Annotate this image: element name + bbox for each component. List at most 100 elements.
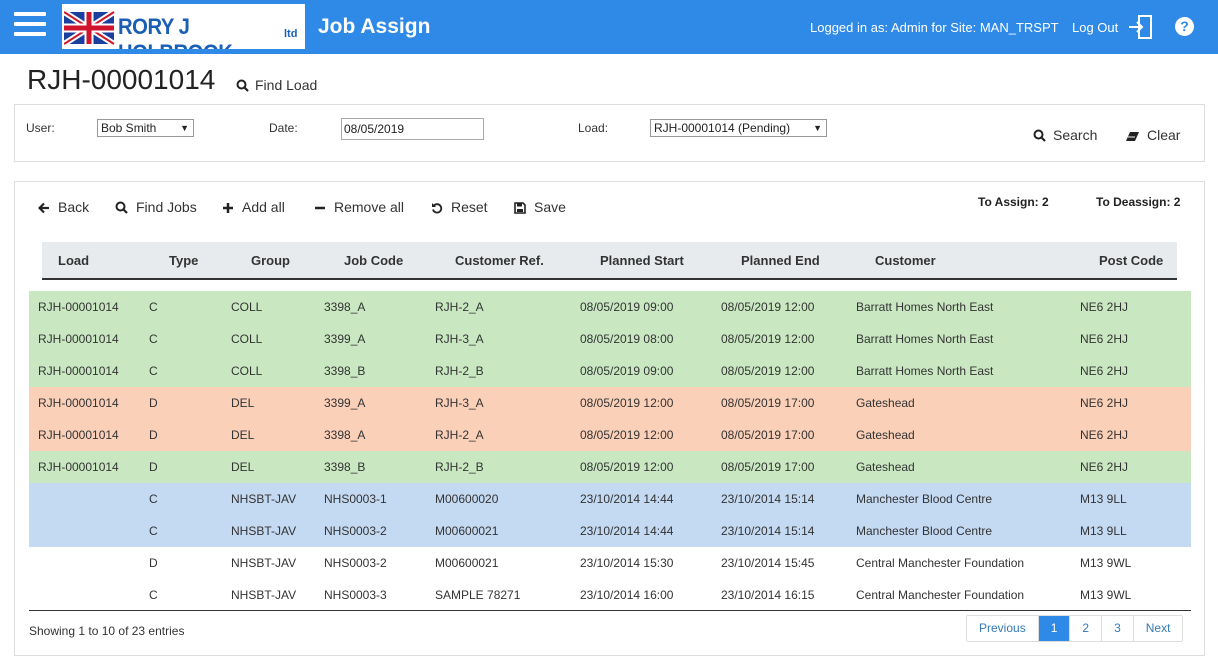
column-header-customer[interactable]: Customer	[875, 253, 936, 268]
column-header-customer-ref[interactable]: Customer Ref.	[455, 253, 544, 268]
page-button-next[interactable]: Next	[1132, 616, 1183, 641]
table-cell: 08/05/2019 12:00	[721, 364, 815, 378]
table-cell: Gateshead	[856, 396, 915, 410]
table-row[interactable]: D NHSBT-JAV NHS0003-2 M00600021 23/10/2014 1…	[29, 547, 1191, 579]
table-cell: C	[149, 492, 158, 506]
table-cell: RJH-3_A	[435, 396, 484, 410]
table-cell: DEL	[231, 396, 255, 410]
table-row[interactable]: RJH-00001014 D DEL 3399_A RJH-3_A 08/05/2019 …	[29, 387, 1191, 419]
table-cell: 23/10/2014 15:30	[580, 556, 674, 570]
table-cell: 08/05/2019 12:00	[580, 396, 674, 410]
user-select-value: Bob Smith	[101, 121, 157, 135]
table-cell: 23/10/2014 15:14	[721, 492, 815, 506]
table-row[interactable]: C NHSBT-JAV NHS0003-2 M00600021 23/10/2014 1…	[29, 515, 1191, 547]
union-flag-icon	[64, 9, 116, 47]
table-cell: RJH-00001014	[38, 396, 119, 410]
filter-panel: User: Bob Smith ▼ Date: 08/05/2019 Load: …	[14, 104, 1205, 162]
table-cell: D	[149, 556, 158, 570]
load-select[interactable]: RJH-00001014 (Pending) ▼	[650, 119, 827, 137]
to-deassign-count: To Deassign: 2	[1096, 195, 1181, 209]
logout-icon[interactable]	[1126, 14, 1154, 40]
table-cell: 3398_A	[324, 428, 366, 442]
reset-button[interactable]: Reset	[431, 199, 488, 215]
table-cell: Gateshead	[856, 428, 915, 442]
search-button[interactable]: Search	[1033, 127, 1097, 143]
table-cell: RJH-2_A	[435, 428, 484, 442]
table-cell: 3399_A	[324, 332, 366, 346]
help-icon[interactable]: ?	[1175, 17, 1194, 36]
page-button-2[interactable]: 2	[1069, 616, 1102, 641]
page-button-3[interactable]: 3	[1101, 616, 1133, 641]
table-cell: Central Manchester Foundation	[856, 556, 1025, 570]
clear-button[interactable]: Clear	[1125, 127, 1180, 143]
table-cell: NE6 2HJ	[1080, 396, 1129, 410]
load-select-value: RJH-00001014 (Pending)	[654, 121, 791, 135]
reset-label: Reset	[451, 199, 488, 215]
table-cell: SAMPLE 78271	[435, 588, 521, 602]
table-cell: Barratt Homes North East	[856, 364, 994, 378]
column-header-load[interactable]: Load	[58, 253, 90, 268]
find-load-button[interactable]: Find Load	[236, 77, 317, 93]
logout-link[interactable]: Log Out	[1072, 20, 1119, 35]
table-cell: NHS0003-2	[324, 556, 387, 570]
table-cell: Barratt Homes North East	[856, 300, 994, 314]
table-row[interactable]: C NHSBT-JAV NHS0003-1 M00600020 23/10/2014 1…	[29, 483, 1191, 515]
table-row[interactable]: RJH-00001014 D DEL 3398_B RJH-2_B 08/05/2019 …	[29, 451, 1191, 483]
table-row[interactable]: RJH-00001014 D DEL 3398_A RJH-2_A 08/05/2019 …	[29, 419, 1191, 451]
table-cell: 23/10/2014 15:45	[721, 556, 815, 570]
table-row[interactable]: C NHSBT-JAV NHS0003-3 SAMPLE 78271 23/10/201…	[29, 579, 1191, 611]
table-cell: C	[149, 332, 158, 346]
app-title: Job Assign	[318, 15, 431, 38]
table-cell: COLL	[231, 300, 263, 314]
table-cell: Barratt Homes North East	[856, 332, 994, 346]
menu-icon[interactable]	[14, 12, 46, 40]
column-header-job-code[interactable]: Job Code	[344, 253, 404, 268]
remove-all-button[interactable]: Remove all	[314, 199, 404, 215]
column-header-post-code[interactable]: Post Code	[1099, 253, 1164, 268]
pagination: Previous 1 2 3 Next	[966, 615, 1184, 642]
add-all-button[interactable]: Add all	[222, 199, 285, 215]
save-button[interactable]: Save	[514, 199, 566, 215]
search-label: Search	[1053, 127, 1098, 143]
back-button[interactable]: Back	[37, 199, 89, 215]
table-cell: DEL	[231, 428, 255, 442]
page-title: RJH-00001014	[27, 64, 216, 95]
clear-label: Clear	[1147, 127, 1181, 143]
table-divider	[29, 610, 1191, 611]
table-cell: NE6 2HJ	[1080, 332, 1129, 346]
table-cell: M00600021	[435, 556, 499, 570]
table-row[interactable]: RJH-00001014 C COLL 3398_A RJH-2_A 08/05/2019…	[29, 291, 1191, 323]
table-cell: NE6 2HJ	[1080, 364, 1129, 378]
add-all-label: Add all	[242, 199, 285, 215]
find-jobs-button[interactable]: Find Jobs	[115, 199, 197, 215]
column-header-group[interactable]: Group	[251, 253, 290, 268]
user-label: User:	[26, 121, 55, 135]
page-button-1[interactable]: 1	[1037, 616, 1070, 641]
column-header-type[interactable]: Type	[169, 253, 199, 268]
user-select[interactable]: Bob Smith ▼	[97, 119, 194, 137]
table-header: Load Type Group Job Code Customer Ref. P…	[42, 242, 1177, 280]
table-row[interactable]: RJH-00001014 C COLL 3399_A RJH-3_A 08/05/2019…	[29, 323, 1191, 355]
table-cell: NE6 2HJ	[1080, 428, 1129, 442]
table-cell: 3399_A	[324, 396, 366, 410]
column-header-planned-end[interactable]: Planned End	[741, 253, 820, 268]
table-cell: 23/10/2014 16:00	[580, 588, 674, 602]
table-cell: M13 9WL	[1080, 588, 1132, 602]
date-input[interactable]: 08/05/2019	[341, 118, 484, 140]
column-header-planned-start[interactable]: Planned Start	[600, 253, 684, 268]
logo-text: RORY J HOLBROOK	[118, 14, 233, 49]
table-cell: RJH-00001014	[38, 332, 119, 346]
plus-icon	[223, 203, 233, 213]
table-cell: NHSBT-JAV	[231, 588, 297, 602]
table-cell: NE6 2HJ	[1080, 460, 1129, 474]
table-cell: NHSBT-JAV	[231, 556, 297, 570]
table-row[interactable]: RJH-00001014 C COLL 3398_B RJH-2_B 08/05/2019…	[29, 355, 1191, 387]
top-bar: RORY J HOLBROOK ltd Job Assign Logged in…	[0, 0, 1218, 54]
floppy-disk-icon	[514, 202, 526, 214]
table-cell: 3398_B	[324, 460, 366, 474]
find-jobs-label: Find Jobs	[136, 199, 197, 215]
table-cell: NHSBT-JAV	[231, 524, 297, 538]
table-cell: 08/05/2019 17:00	[721, 460, 815, 474]
page-button-previous[interactable]: Previous	[967, 616, 1038, 641]
table-cell: 23/10/2014 15:14	[721, 524, 815, 538]
